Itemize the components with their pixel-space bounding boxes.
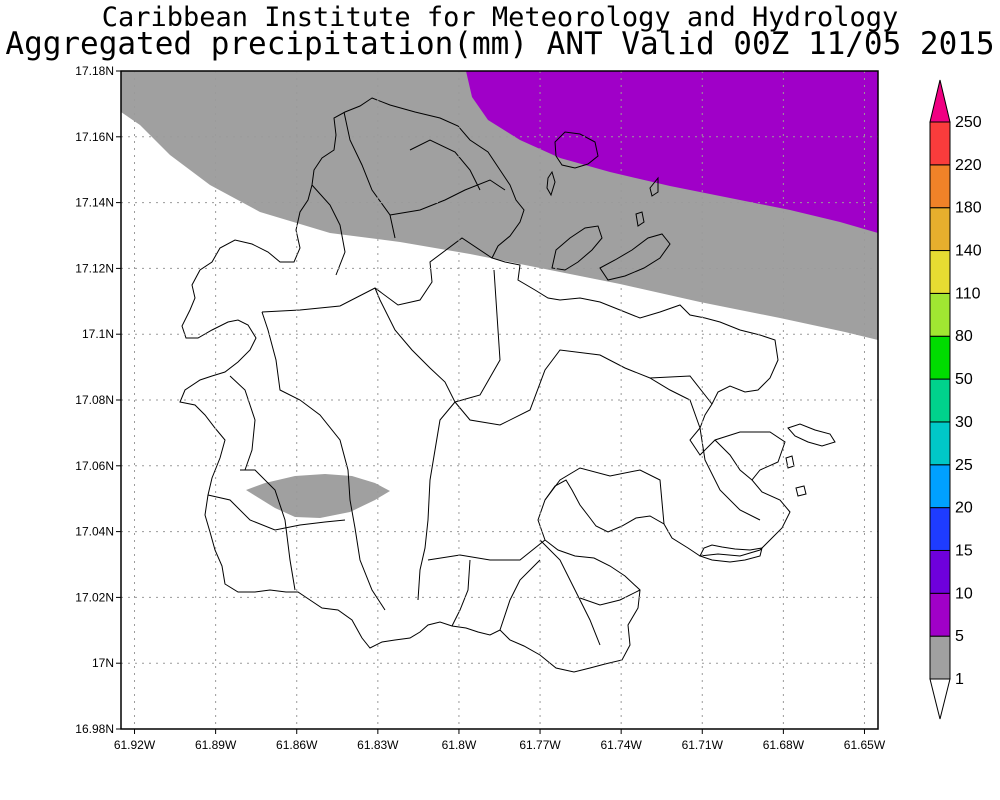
- y-tick-label: 17.04N: [75, 525, 114, 539]
- colorbar-segment: [929, 549, 951, 594]
- colorbar-segment: [929, 207, 951, 252]
- boundary-line: [714, 439, 753, 481]
- colorbar-segment: [929, 164, 951, 209]
- x-tick-label: 61.83W: [357, 738, 399, 752]
- boundary-line: [240, 469, 296, 591]
- colorbar-label: 20: [955, 500, 973, 517]
- colorbar-label: 220: [955, 157, 982, 174]
- precip-band-5-10mm: [466, 71, 878, 233]
- boundary-line: [539, 539, 601, 646]
- boundary-line: [409, 139, 481, 191]
- colorbar-label: 15: [955, 542, 973, 559]
- x-tick-label: 61.92W: [114, 738, 156, 752]
- grid-lines: [121, 71, 878, 729]
- colorbar-label: 180: [955, 200, 982, 217]
- boundary-line: [579, 589, 641, 606]
- colorbar-under-triangle: [929, 678, 951, 720]
- boundary-line: [229, 375, 256, 471]
- boundary-line: [374, 287, 456, 601]
- x-tick-label: 61.74W: [600, 738, 642, 752]
- y-tick-label: 17.08N: [75, 393, 114, 407]
- colorbar-segment: [929, 464, 951, 509]
- boundary-line: [451, 559, 471, 627]
- colorbar-segment: [929, 250, 951, 294]
- y-axis: 17.18N 17.16N 17.14N 17.12N 17.1N 17.08N 17.06…: [75, 64, 121, 736]
- y-tick-label: 17.06N: [75, 459, 114, 473]
- colorbar-segment: [929, 635, 951, 680]
- y-tick-label: 16.98N: [75, 722, 114, 736]
- colorbar-segment: [929, 592, 951, 637]
- y-tick-label: 17.1N: [82, 327, 114, 341]
- boundary-line: [311, 184, 346, 276]
- islet-north-east-2: [551, 225, 603, 271]
- precipitation-shading: [121, 71, 878, 518]
- boundary-line: [499, 559, 541, 631]
- internal-boundaries: [207, 111, 761, 646]
- colorbar-label: 80: [955, 328, 973, 345]
- colorbar-label: 5: [955, 628, 964, 645]
- boundary-line: [343, 111, 396, 239]
- x-axis: 61.92W 61.89W 61.86W 61.83W 61.8W 61.77W 61.74…: [114, 729, 886, 752]
- islet-east: [787, 423, 836, 447]
- islet-north-east-1: [554, 131, 599, 169]
- y-tick-label: 17N: [92, 656, 114, 670]
- boundary-line: [207, 494, 346, 531]
- boundary-line: [454, 269, 501, 403]
- y-tick-label: 17.18N: [75, 64, 114, 78]
- y-tick-label: 17.02N: [75, 590, 114, 604]
- colorbar-segment: [929, 292, 951, 337]
- boundary-line: [389, 179, 506, 216]
- boundary-line: [427, 539, 546, 561]
- islet-north-3: [649, 176, 659, 197]
- colorbar-segment: [929, 378, 951, 423]
- x-tick-label: 61.65W: [844, 738, 886, 752]
- title-product: Aggregated precipitation(mm) ANT Valid 0…: [5, 26, 995, 62]
- precip-patch-south-west: [246, 474, 390, 518]
- title-institute: Caribbean Institute for Meteorology and …: [101, 2, 899, 33]
- y-tick-label: 17.12N: [75, 261, 114, 275]
- colorbar-label: 1: [955, 671, 964, 688]
- coastline-antigua: [179, 97, 791, 673]
- colorbar-label: 140: [955, 243, 982, 260]
- islet-east-small-2: [795, 485, 807, 497]
- colorbar-label: 30: [955, 414, 973, 431]
- boundary-line: [261, 311, 386, 611]
- boundary-line: [649, 377, 701, 429]
- islet-north-1: [546, 170, 556, 197]
- colorbar-label: 110: [955, 285, 981, 302]
- colorbar-segment: [929, 121, 951, 166]
- colorbar-segment: [929, 335, 951, 380]
- y-tick-label: 17.14N: [75, 196, 114, 210]
- colorbar-segment: [929, 421, 951, 466]
- islet-north-east-3: [599, 233, 671, 281]
- boundary-line: [261, 237, 493, 313]
- islet-north-2: [635, 211, 645, 227]
- boundary-line: [454, 349, 713, 426]
- colorbar-over-triangle: [929, 79, 951, 123]
- coastline-east-peninsula: [699, 544, 763, 563]
- x-tick-label: 61.68W: [763, 738, 805, 752]
- x-tick-label: 61.8W: [442, 738, 477, 752]
- plot-frame: [120, 70, 879, 730]
- colorbar-segment: [929, 507, 951, 551]
- x-tick-label: 61.77W: [519, 738, 561, 752]
- x-tick-label: 61.89W: [195, 738, 237, 752]
- y-tick-label: 17.16N: [75, 130, 114, 144]
- colorbar-label: 10: [955, 585, 973, 602]
- x-tick-label: 61.71W: [682, 738, 724, 752]
- colorbar-label: 25: [955, 457, 973, 474]
- colorbar-label: 50: [955, 371, 973, 388]
- colorbar-label: 250: [955, 114, 982, 131]
- boundary-line: [699, 427, 761, 521]
- boundary-line: [544, 467, 665, 525]
- x-tick-label: 61.86W: [276, 738, 318, 752]
